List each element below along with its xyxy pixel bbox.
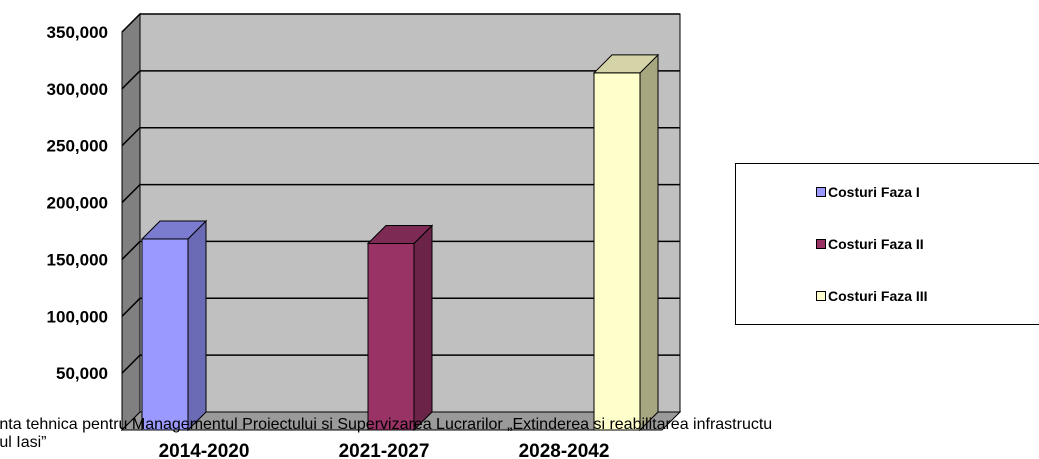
legend-swatch-faza-3 (816, 291, 826, 301)
chart-legend: Costuri Faza I Costuri Faza II Costuri F… (735, 163, 1039, 325)
bar (592, 53, 660, 432)
plot-side-wall (121, 12, 141, 432)
chart-gridlines (121, 13, 680, 374)
gridline (121, 297, 680, 317)
y-tick-label: 300,000 (47, 80, 108, 99)
footer-text-line-1: tenta tehnica pentru Managementul Proiec… (0, 416, 773, 433)
gridline (121, 240, 680, 260)
y-tick-label: 200,000 (47, 194, 108, 213)
x-tick-label: 2014-2020 (159, 441, 250, 459)
chart-bars (140, 53, 660, 432)
bar-front (141, 238, 189, 431)
footer-text-line-2: etul Iasi” (0, 434, 47, 451)
legend-swatch-faza-1 (816, 187, 826, 197)
bar-front (593, 72, 641, 431)
bar-side (639, 53, 659, 432)
bar-front (367, 243, 415, 431)
legend-swatch-faza-2 (816, 239, 826, 249)
y-axis: 50,000 100,000 150,000 200,000 250,000 300,00… (47, 23, 108, 383)
legend-label-faza-1: Costuri Faza I (828, 184, 920, 200)
y-tick-label: 50,000 (56, 364, 108, 383)
legend-item-faza-3: Costuri Faza III (816, 288, 928, 304)
legend-label-faza-3: Costuri Faza III (828, 288, 928, 304)
y-tick-label: 100,000 (47, 307, 108, 326)
gridline (121, 13, 680, 33)
y-tick-label: 150,000 (47, 250, 108, 269)
x-axis: 2014-2020 2021-2027 2028-2042 (159, 441, 610, 459)
bar-side (187, 219, 207, 432)
legend-item-faza-2: Costuri Faza II (816, 236, 924, 252)
gridline (121, 354, 680, 374)
legend-label-faza-2: Costuri Faza II (828, 236, 924, 252)
gridline (121, 126, 680, 147)
x-tick-label: 2021-2027 (339, 441, 430, 459)
bar-side (413, 224, 433, 432)
y-tick-label: 250,000 (47, 137, 108, 156)
legend-item-faza-1: Costuri Faza I (816, 184, 920, 200)
bar (140, 219, 208, 432)
gridline (121, 70, 680, 90)
x-tick-label: 2028-2042 (519, 441, 610, 459)
gridline (121, 183, 680, 204)
bar (366, 224, 434, 432)
y-tick-label: 350,000 (47, 23, 108, 42)
